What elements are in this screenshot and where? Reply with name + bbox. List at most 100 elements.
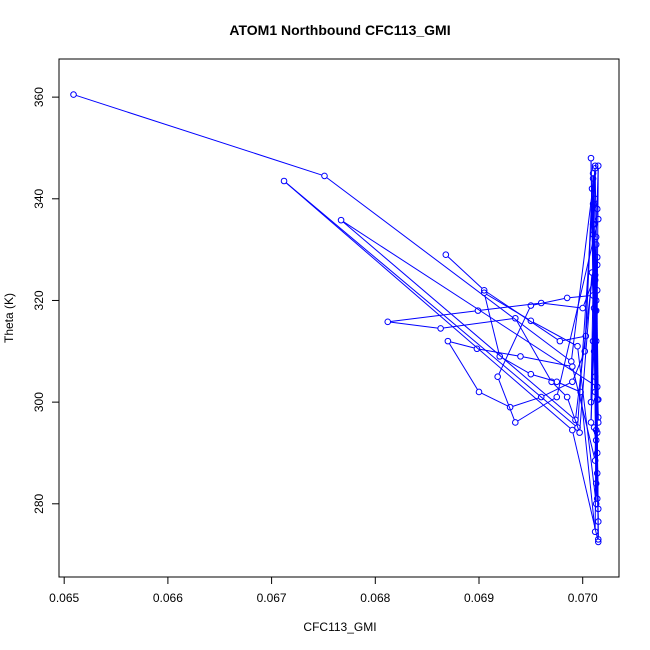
data-point [577, 388, 584, 396]
data-point [593, 205, 601, 213]
series-segment [450, 341, 475, 349]
data-point [587, 398, 595, 406]
data-point [590, 424, 598, 431]
data-point [70, 91, 77, 98]
data-point [594, 518, 602, 525]
series-segment [501, 357, 529, 374]
series-segment [595, 313, 599, 415]
series-segment [580, 394, 596, 530]
x-axis: 0.065 0.066 0.067 0.068 0.069 0.070 [49, 576, 598, 605]
data-point [337, 216, 345, 224]
series-segment [556, 221, 599, 395]
data-point [592, 241, 600, 248]
data-point [444, 337, 452, 345]
data-point [581, 347, 589, 355]
data-point [527, 302, 535, 309]
data-point [511, 314, 519, 322]
x-tick-label: 0.068 [360, 591, 390, 605]
series-segment [595, 201, 598, 207]
series-segment [517, 398, 555, 422]
data-point [496, 353, 504, 360]
data-point [475, 388, 483, 396]
data-point [527, 317, 535, 325]
data-point [594, 505, 602, 513]
data-point [474, 307, 482, 314]
data-point [569, 378, 576, 386]
x-tick-label: 0.070 [568, 591, 598, 605]
data-point [548, 378, 555, 386]
data-point [480, 286, 488, 294]
data-point [589, 292, 597, 299]
data-point [593, 261, 601, 269]
data-point [384, 318, 392, 326]
data-point [442, 251, 450, 259]
series-segment [562, 336, 584, 342]
series-segment [390, 310, 476, 322]
x-tick-label: 0.066 [153, 591, 183, 605]
y-tick-label: 320 [32, 290, 46, 310]
chart-title: ATOM1 Northbound CFC113_GMI [229, 22, 450, 38]
data-point [589, 337, 597, 345]
data-point [480, 289, 488, 297]
data-point [591, 457, 599, 464]
data-point [511, 419, 519, 426]
data-point [591, 528, 599, 536]
y-tick-label: 360 [32, 87, 46, 107]
data-point [587, 154, 595, 162]
data-point [594, 536, 602, 543]
series-segment [595, 455, 598, 481]
y-tick-label: 340 [32, 188, 46, 208]
data-point [593, 469, 601, 477]
data-point [594, 215, 602, 223]
series-segment [592, 176, 596, 197]
data-point [593, 449, 601, 457]
plot-frame [58, 58, 620, 578]
data-point [537, 393, 545, 401]
x-axis-label: CFC113_GMI [303, 620, 376, 634]
series-segment [559, 382, 579, 392]
x-tick-label: 0.065 [49, 591, 79, 605]
data-point [574, 424, 581, 431]
series-segment [448, 343, 478, 390]
y-tick-label: 300 [32, 392, 46, 412]
data-point [591, 388, 599, 396]
data-point [553, 393, 561, 401]
series-segment [342, 221, 574, 419]
series-segment [543, 302, 580, 309]
data-point [437, 325, 444, 332]
x-tick-label: 0.067 [257, 591, 287, 605]
series-segment [343, 221, 596, 386]
data-point [569, 363, 576, 370]
data-point [592, 233, 600, 241]
series-1 [70, 91, 602, 546]
data-point [517, 353, 524, 360]
data-point [556, 337, 564, 345]
data-point [589, 170, 597, 177]
data-point [563, 393, 571, 401]
series-segment [569, 295, 591, 299]
series-segment [443, 318, 513, 329]
data-point [280, 177, 288, 185]
x-tick-label: 0.069 [464, 591, 494, 605]
data-point [527, 370, 535, 378]
series-segment [484, 295, 500, 354]
series-2 [442, 154, 602, 487]
data-point [569, 426, 576, 434]
series-segment [498, 379, 515, 421]
series-segment [516, 320, 551, 380]
series-segment [572, 369, 595, 458]
series-segment [486, 291, 558, 340]
data-point [321, 172, 328, 180]
data-point [593, 286, 601, 294]
series-segment [533, 374, 555, 382]
y-axis: 280 300 320 340 360 [32, 87, 60, 514]
data-point [572, 416, 579, 424]
data-point [592, 480, 600, 487]
series-segment [533, 298, 565, 306]
data-point [591, 162, 599, 170]
series-segment [285, 182, 576, 427]
series-segment [390, 321, 438, 329]
series-segment [498, 307, 531, 375]
series-segment [593, 430, 598, 451]
